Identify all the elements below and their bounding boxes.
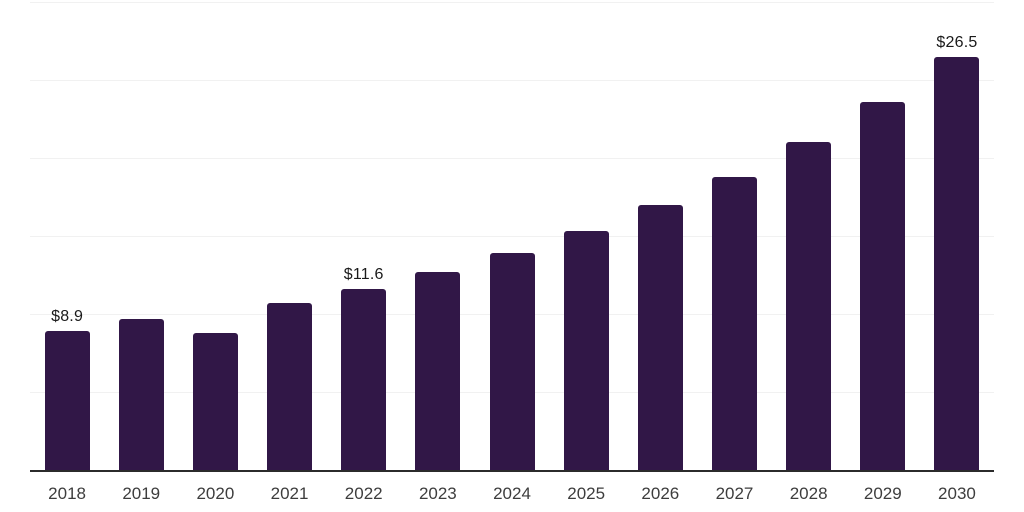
x-label-2019: 2019	[122, 484, 161, 503]
x-label-2022: 2022	[344, 484, 383, 503]
gridline-15	[30, 236, 994, 237]
bar-slot-2023	[401, 2, 475, 470]
x-label-2023: 2023	[418, 484, 457, 503]
bar-2028	[786, 142, 832, 470]
x-label-2020: 2020	[196, 484, 235, 503]
x-label-2018: 2018	[48, 484, 86, 503]
bar-2027	[711, 176, 757, 470]
bar-slot-2027	[697, 2, 771, 470]
bar-slot-2030: $26.5	[920, 2, 994, 470]
x-label-2027: 2027	[715, 484, 754, 503]
bar-2020	[192, 332, 238, 470]
bar-slot-2018: $8.9	[30, 2, 104, 470]
bar-2026	[637, 204, 683, 470]
bar-2029	[860, 101, 906, 470]
bar-slot-2021	[252, 2, 326, 470]
bar-slot-2025	[549, 2, 623, 470]
bar-slot-2028	[772, 2, 846, 470]
x-label-2026: 2026	[641, 484, 680, 503]
plot-area: $8.9 $11.6 $26.5	[30, 2, 994, 470]
x-label-2030: 2030	[938, 484, 976, 503]
x-axis-line	[30, 470, 994, 472]
bar-2018	[44, 331, 90, 470]
bar-slot-2019	[104, 2, 178, 470]
bar-slot-2022: $11.6	[327, 2, 401, 470]
x-label-2029: 2029	[863, 484, 902, 503]
gridline-25	[30, 80, 994, 81]
bar-2019	[118, 318, 164, 470]
bar-slot-2029	[846, 2, 920, 470]
bar-2023	[415, 271, 461, 470]
bar-value-label-2018: $8.9	[51, 308, 84, 326]
x-label-2025: 2025	[567, 484, 606, 503]
bar-slot-2026	[623, 2, 697, 470]
bar-2024	[489, 253, 535, 470]
x-label-2021: 2021	[270, 484, 309, 503]
bar-value-label-2030: $26.5	[936, 33, 978, 51]
bar-2030	[934, 56, 980, 470]
bar-2022	[341, 289, 387, 470]
x-label-2024: 2024	[493, 484, 531, 503]
bar-2021	[267, 303, 313, 470]
gridline-20	[30, 158, 994, 159]
x-axis-labels: 2018 2019 2020 2021 2022 2023 2024 2025 2026 2027…	[30, 484, 994, 504]
bar-slot-2020	[178, 2, 252, 470]
bars-layer: $8.9 $11.6 $26.5	[30, 2, 994, 470]
x-label-2028: 2028	[789, 484, 828, 503]
bar-slot-2024	[475, 2, 549, 470]
bar-2025	[563, 231, 609, 470]
gridline-30	[30, 2, 994, 3]
bar-value-label-2022: $11.6	[343, 266, 384, 284]
